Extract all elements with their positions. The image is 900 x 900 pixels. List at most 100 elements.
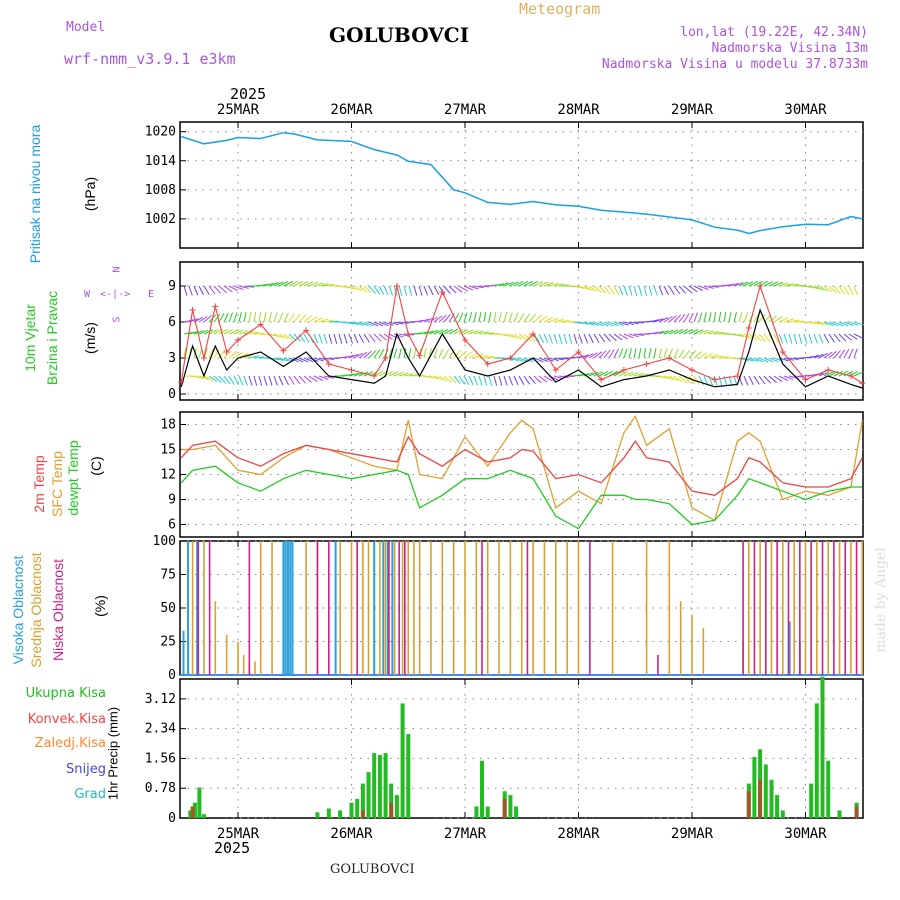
wind-arrow	[483, 332, 494, 335]
wind-arrow	[523, 375, 531, 385]
precip-bar	[338, 810, 343, 818]
wind-arrow	[313, 375, 324, 381]
wind-gust-marker	[745, 325, 752, 331]
wind-arrow	[428, 316, 438, 323]
wind-arrow	[398, 348, 402, 359]
wind-gust-marker	[575, 349, 582, 355]
wind-arrow	[183, 319, 194, 323]
wind-arrow	[353, 285, 363, 292]
wind-arrow	[718, 332, 730, 335]
dir-arrows: <-|->	[100, 289, 131, 300]
wind-arrow	[218, 375, 227, 384]
wind-arrow	[788, 283, 799, 287]
wind-arrow	[513, 357, 524, 362]
wind-arrow	[648, 348, 652, 359]
wind-arrow	[553, 333, 558, 344]
x-tick-label-top: 28MAR	[557, 102, 600, 118]
precip-bar	[349, 802, 354, 818]
y-tick-label: 0	[168, 668, 176, 683]
wind-arrow	[748, 375, 754, 386]
y-tick-label: 2.34	[145, 722, 176, 737]
wind-arrow	[508, 375, 514, 386]
panel-frame	[179, 121, 864, 249]
wind-arrow	[193, 330, 204, 335]
precip-bar	[360, 783, 365, 818]
wind-arrow	[298, 280, 309, 287]
wind-arrow	[418, 331, 429, 335]
wind-arrow	[598, 370, 609, 377]
wind-arrow	[403, 348, 407, 359]
wind-arrow	[273, 312, 278, 323]
wind-arrow	[433, 285, 440, 296]
wind-gust-marker	[348, 367, 355, 373]
wind-arrow	[473, 312, 477, 323]
dir-w: W	[84, 289, 91, 300]
wind-arrow	[648, 319, 659, 323]
wind-gust-marker	[405, 331, 412, 337]
wind-arrow	[628, 372, 639, 377]
wind-arrow	[283, 280, 294, 287]
wind-arrow	[263, 282, 274, 287]
wind-arrow	[468, 312, 473, 323]
wind-arrow	[533, 375, 542, 384]
wind-arrow	[833, 370, 844, 377]
wind-arrow	[853, 333, 864, 339]
wind-arrow	[438, 375, 448, 382]
wind-arrow	[368, 350, 376, 359]
wind-gust-marker	[552, 367, 559, 373]
wind-gust-marker	[530, 331, 537, 337]
wind-arrow	[588, 321, 599, 326]
wind-arrow	[513, 280, 524, 287]
wind-arrow	[458, 312, 464, 323]
wind-arrow	[588, 333, 594, 344]
wind-arrow	[273, 281, 284, 287]
wind-arrow	[708, 285, 719, 288]
wind-arrow	[453, 375, 461, 385]
pressure-line	[181, 131, 863, 235]
wind-arrow	[513, 375, 519, 386]
wind-arrow	[563, 333, 568, 344]
wind-gust-marker	[257, 321, 264, 328]
wind-arrow	[458, 329, 469, 335]
wind-arrow	[353, 321, 364, 326]
wind-arrow	[588, 371, 599, 377]
wind-arrow	[303, 281, 314, 287]
wind-arrow	[478, 285, 490, 288]
precip-bar	[315, 812, 320, 818]
wind-arrow	[193, 375, 204, 379]
convective-precip-bar	[389, 802, 394, 818]
wind-arrow	[213, 313, 221, 323]
wind-arrow	[838, 285, 846, 295]
wind-arrow	[413, 285, 418, 296]
wind-arrow	[303, 375, 312, 383]
wind-arrow	[828, 333, 835, 343]
wind-gust-marker	[393, 283, 400, 289]
wind-arrow	[558, 333, 563, 344]
wind-arrow	[478, 354, 489, 359]
wind-arrow	[283, 312, 289, 323]
wind-arrow	[428, 375, 439, 380]
wind-arrow	[373, 321, 384, 327]
wind-arrow	[418, 285, 423, 296]
legend-grad: Grad	[74, 787, 106, 802]
wind-arrow	[848, 285, 854, 296]
wind-arrow	[563, 375, 575, 377]
wind-arrow	[423, 317, 434, 323]
y-tick-label: 9	[168, 493, 176, 508]
wind-arrow	[848, 321, 859, 326]
wind-arrow	[463, 312, 468, 323]
wind-arrow	[413, 348, 417, 359]
wind-arrow	[608, 349, 615, 359]
wind-arrow	[198, 375, 209, 380]
wind-arrow	[463, 329, 474, 335]
precip-bar	[752, 756, 757, 818]
y-tick-label: 1.56	[145, 751, 176, 766]
wind-arrow	[448, 375, 457, 384]
wind-arrow	[278, 333, 289, 340]
wind-arrow	[568, 333, 573, 344]
wind-arrow	[818, 321, 829, 326]
wind-arrow	[403, 285, 408, 296]
wind-arrow	[628, 333, 639, 338]
precip-bar	[826, 760, 831, 818]
y-tick-label: 75	[160, 568, 176, 583]
